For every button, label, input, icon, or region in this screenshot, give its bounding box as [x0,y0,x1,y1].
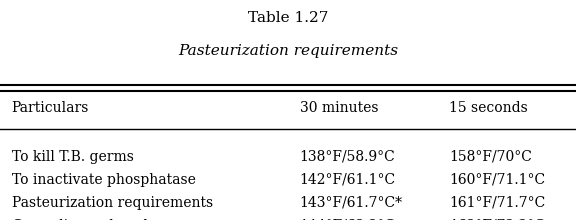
Text: 160°F/71.1°C: 160°F/71.1°C [449,173,545,187]
Text: 143°F/61.7°C*: 143°F/61.7°C* [300,196,403,210]
Text: 15 seconds: 15 seconds [449,101,528,115]
Text: Table 1.27: Table 1.27 [248,11,328,25]
Text: 30 minutes: 30 minutes [300,101,378,115]
Text: 158°F/70°C: 158°F/70°C [449,150,532,164]
Text: Pasteurization requirements: Pasteurization requirements [178,44,398,58]
Text: 161°F/71.7°C: 161°F/71.7°C [449,196,545,210]
Text: To inactivate phosphatase: To inactivate phosphatase [12,173,195,187]
Text: To kill T.B. germs: To kill T.B. germs [12,150,134,164]
Text: 162°F/72.2°C: 162°F/72.2°C [449,219,545,220]
Text: Pasteurization requirements: Pasteurization requirements [12,196,213,210]
Text: 142°F/61.1°C: 142°F/61.1°C [300,173,396,187]
Text: Particulars: Particulars [12,101,89,115]
Text: 138°F/58.9°C: 138°F/58.9°C [300,150,395,164]
Text: Creamline reduced: Creamline reduced [12,219,147,220]
Text: 144°F/62.2°C: 144°F/62.2°C [300,219,396,220]
